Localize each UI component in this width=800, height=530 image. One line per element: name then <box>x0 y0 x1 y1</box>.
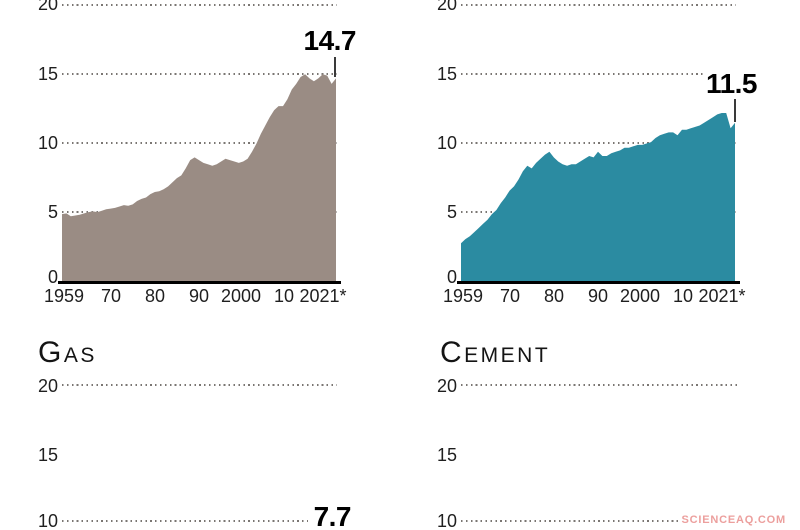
y-tick-label-20: 20 <box>436 376 457 396</box>
title-initial: G <box>38 336 64 369</box>
x-tick-label-70: 70 <box>499 286 521 306</box>
gridline-5 <box>461 211 736 213</box>
end-value-tick-chart2 <box>734 99 736 122</box>
x-axis-line <box>457 281 740 284</box>
y-tick-label-0: 0 <box>47 267 58 287</box>
gridline-20 <box>461 384 737 386</box>
title-rest: AS <box>63 344 97 367</box>
x-tick-label-80: 80 <box>543 286 565 306</box>
section-title-gas: GAS <box>38 338 97 371</box>
title-initial: C <box>440 336 465 369</box>
y-tick-label-15: 15 <box>37 64 58 84</box>
gridline-15 <box>461 73 736 75</box>
y-tick-label-10: 10 <box>436 511 457 530</box>
y-tick-label-10: 10 <box>37 133 58 153</box>
y-tick-label-5: 5 <box>47 202 58 222</box>
x-tick-label-2021: 2021* <box>299 286 347 306</box>
gridline-15 <box>62 73 337 75</box>
x-tick-label-2021: 2021* <box>698 286 746 306</box>
x-tick-label-90: 90 <box>188 286 210 306</box>
y-tick-label-15: 15 <box>436 64 457 84</box>
y-tick-label-20: 20 <box>436 0 457 14</box>
x-tick-label-10: 10 <box>273 286 295 306</box>
x-tick-label-10: 10 <box>672 286 694 306</box>
title-rest: EMENT <box>464 344 551 367</box>
gridline-10 <box>461 142 736 144</box>
gridline-20 <box>461 4 736 6</box>
y-tick-label-15: 15 <box>37 445 58 465</box>
gridline-10 <box>461 520 700 522</box>
end-value-label-chart2: 11.5 <box>705 68 758 99</box>
area-series-top-right <box>461 113 735 284</box>
end-value-tick-chart1 <box>334 57 336 77</box>
section-title-cement: CEMENT <box>440 338 550 371</box>
y-tick-label-0: 0 <box>446 267 457 287</box>
end-value-label-gas: 7.7 <box>312 501 352 530</box>
x-tick-label-2000: 2000 <box>619 286 661 306</box>
end-value-label-chart1: 14.7 <box>302 25 357 56</box>
y-tick-label-5: 5 <box>446 202 457 222</box>
x-tick-label-90: 90 <box>587 286 609 306</box>
x-tick-label-1959: 1959 <box>43 286 85 306</box>
y-tick-label-15: 15 <box>436 445 457 465</box>
x-tick-label-80: 80 <box>144 286 166 306</box>
gridline-5 <box>62 211 337 213</box>
gridline-20 <box>62 384 337 386</box>
x-tick-label-70: 70 <box>100 286 122 306</box>
gridline-10 <box>62 142 337 144</box>
x-axis-line <box>58 281 341 284</box>
y-tick-label-10: 10 <box>436 133 457 153</box>
y-tick-label-20: 20 <box>37 0 58 14</box>
gridline-10 <box>62 520 308 522</box>
gridline-20 <box>62 4 337 6</box>
area-series-top-left <box>62 74 336 284</box>
watermark: SCIENCEAQ.COM <box>678 514 786 526</box>
y-tick-label-10: 10 <box>37 511 58 530</box>
x-tick-label-2000: 2000 <box>220 286 262 306</box>
y-tick-label-20: 20 <box>37 376 58 396</box>
x-tick-label-1959: 1959 <box>442 286 484 306</box>
